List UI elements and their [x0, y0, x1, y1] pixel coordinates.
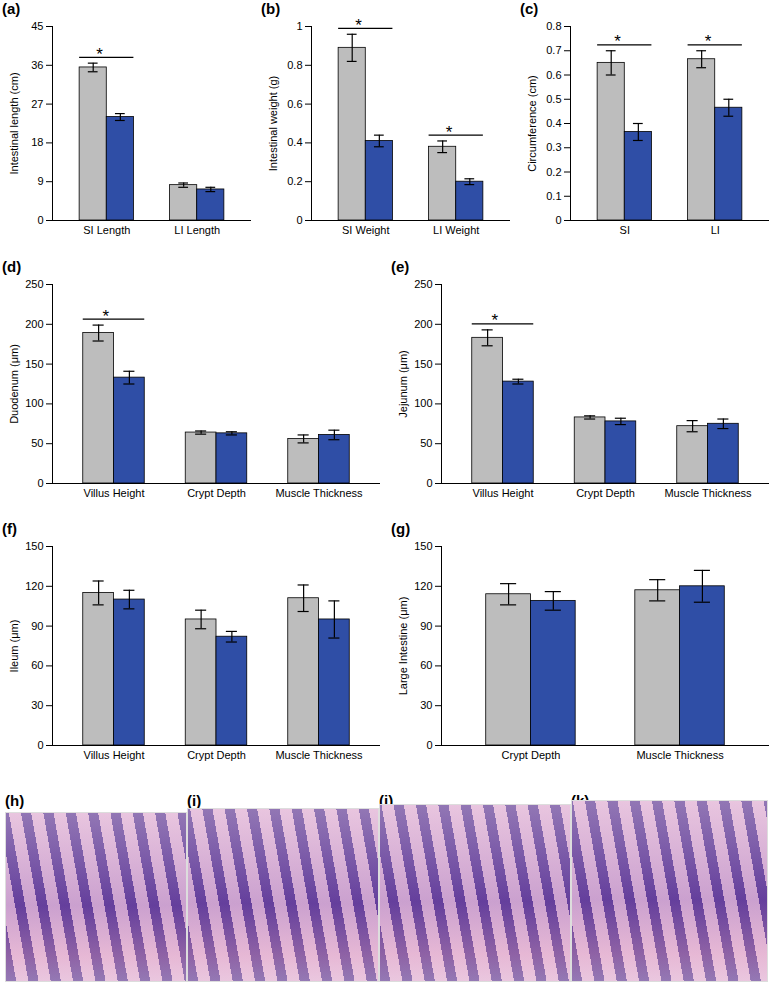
- svg-text:60: 60: [31, 659, 43, 671]
- svg-text:LI Length: LI Length: [174, 224, 220, 236]
- html-text:(f): (f): [2, 520, 17, 537]
- svg-text:27: 27: [31, 98, 43, 110]
- svg-text:Intestinal weight (g): Intestinal weight (g): [267, 76, 279, 171]
- svg-text:Crypt Depth: Crypt Depth: [187, 487, 246, 499]
- html-text:(i): (i): [187, 792, 202, 809]
- svg-text:*: *: [96, 45, 103, 64]
- svg-text:100: 100: [414, 397, 432, 409]
- svg-text:250: 250: [414, 278, 432, 290]
- html-text:(k): (k): [571, 792, 590, 809]
- svg-text:30: 30: [420, 699, 432, 711]
- svg-text:0.8: 0.8: [287, 59, 302, 71]
- svg-text:36: 36: [31, 59, 43, 71]
- svg-text:Villus Height: Villus Height: [84, 749, 145, 761]
- svg-text:Ileum (μm): Ileum (μm): [8, 620, 20, 673]
- svg-text:150: 150: [414, 540, 432, 552]
- svg-text:200: 200: [25, 318, 43, 330]
- svg-text:50: 50: [31, 437, 43, 449]
- svg-text:Crypt Depth: Crypt Depth: [576, 487, 635, 499]
- svg-text:Large Intestine (μm): Large Intestine (μm): [397, 597, 409, 696]
- svg-text:Circumference (cm): Circumference (cm): [526, 75, 538, 172]
- html-text:(d): (d): [2, 258, 22, 275]
- svg-text:90: 90: [31, 620, 43, 632]
- svg-text:250: 250: [25, 278, 43, 290]
- svg-text:Villus Height: Villus Height: [84, 487, 145, 499]
- svg-text:150: 150: [25, 358, 43, 370]
- svg-text:0.8: 0.8: [546, 20, 561, 32]
- svg-text:0: 0: [426, 477, 432, 489]
- svg-text:Muscle Thickness: Muscle Thickness: [275, 487, 363, 499]
- svg-text:0.5: 0.5: [546, 93, 561, 105]
- svg-text:0.4: 0.4: [546, 117, 561, 129]
- html-text:(a): (a): [2, 0, 21, 17]
- svg-text:Jejunum (μm): Jejunum (μm): [397, 350, 409, 417]
- svg-text:Intestinal length (cm): Intestinal length (cm): [8, 72, 20, 174]
- svg-text:120: 120: [25, 580, 43, 592]
- svg-text:0.2: 0.2: [546, 166, 561, 178]
- svg-text:Crypt Depth: Crypt Depth: [502, 749, 561, 761]
- svg-text:45: 45: [31, 20, 43, 32]
- svg-text:120: 120: [414, 580, 432, 592]
- html-text:(j): (j): [379, 792, 394, 809]
- html-text:(b): (b): [261, 0, 281, 17]
- svg-text:LI Weight: LI Weight: [433, 224, 479, 236]
- html-text:(c): (c): [520, 0, 539, 17]
- svg-text:*: *: [705, 32, 712, 51]
- svg-text:0: 0: [555, 214, 561, 226]
- svg-text:0.3: 0.3: [546, 141, 561, 153]
- svg-text:0: 0: [296, 214, 302, 226]
- svg-text:Crypt Depth: Crypt Depth: [187, 749, 246, 761]
- svg-text:Muscle Thickness: Muscle Thickness: [664, 487, 752, 499]
- svg-text:SI: SI: [620, 224, 630, 236]
- svg-text:150: 150: [25, 540, 43, 552]
- svg-text:Villus Height: Villus Height: [473, 487, 534, 499]
- svg-text:0: 0: [37, 477, 43, 489]
- svg-text:9: 9: [37, 175, 43, 187]
- svg-text:*: *: [446, 123, 453, 142]
- svg-text:0.1: 0.1: [546, 190, 561, 202]
- svg-text:0: 0: [426, 739, 432, 751]
- svg-text:50: 50: [420, 437, 432, 449]
- html-text:(g): (g): [391, 520, 411, 537]
- html-text:(h): (h): [5, 792, 25, 809]
- svg-text:Muscle Thickness: Muscle Thickness: [636, 749, 724, 761]
- svg-text:Muscle Thickness: Muscle Thickness: [275, 749, 363, 761]
- svg-text:18: 18: [31, 136, 43, 148]
- svg-text:0: 0: [37, 739, 43, 751]
- svg-text:60: 60: [420, 659, 432, 671]
- svg-text:30: 30: [31, 699, 43, 711]
- svg-text:*: *: [614, 32, 621, 51]
- svg-text:SI Length: SI Length: [83, 224, 130, 236]
- svg-text:150: 150: [414, 358, 432, 370]
- svg-text:LI: LI: [711, 224, 720, 236]
- html-text:(e): (e): [391, 258, 410, 275]
- svg-text:0.6: 0.6: [546, 69, 561, 81]
- svg-text:90: 90: [420, 620, 432, 632]
- svg-text:1: 1: [296, 20, 302, 32]
- svg-text:200: 200: [414, 318, 432, 330]
- svg-text:0: 0: [37, 214, 43, 226]
- svg-text:0.4: 0.4: [287, 136, 302, 148]
- svg-text:0.7: 0.7: [546, 44, 561, 56]
- svg-text:0.6: 0.6: [287, 98, 302, 110]
- svg-text:*: *: [491, 311, 498, 330]
- svg-text:*: *: [355, 16, 362, 35]
- svg-text:SI Weight: SI Weight: [342, 224, 390, 236]
- svg-text:0.2: 0.2: [287, 175, 302, 187]
- svg-text:*: *: [102, 307, 109, 326]
- svg-text:100: 100: [25, 397, 43, 409]
- svg-text:Duodenum (μm): Duodenum (μm): [8, 344, 20, 424]
